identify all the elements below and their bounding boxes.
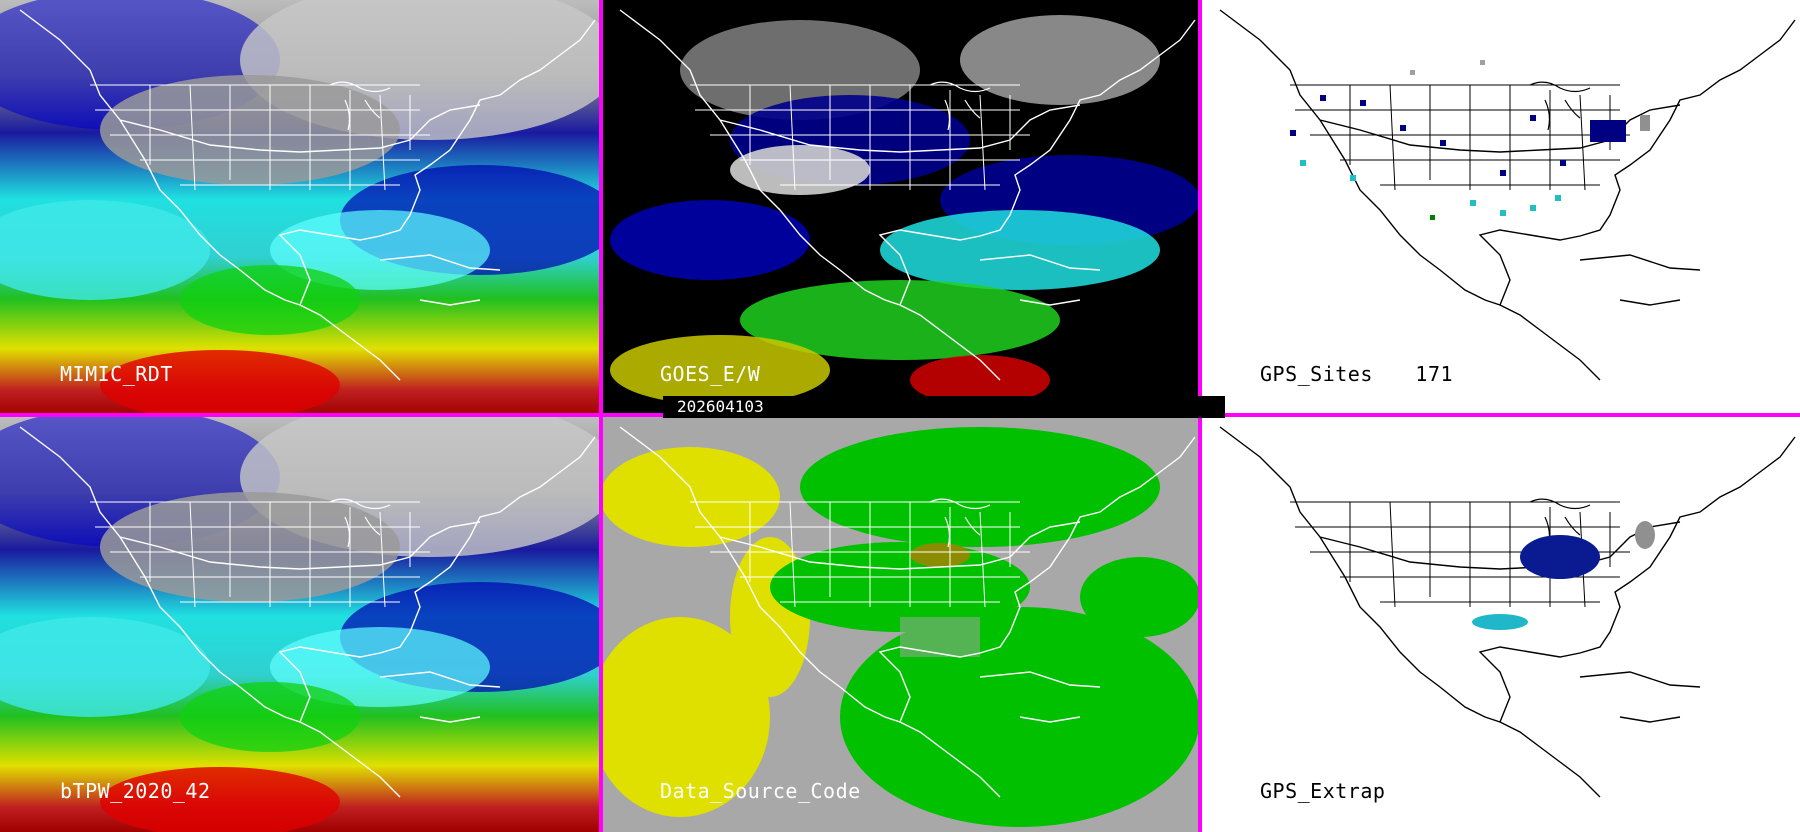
- gps-site-cluster: [1590, 120, 1626, 142]
- gps-site-marker: [1640, 115, 1650, 131]
- gps-extrap-moisture-region: [1635, 521, 1655, 549]
- gps-site-marker: [1410, 70, 1415, 75]
- panel-label-gps-sites: GPS_Sites 171: [1260, 362, 1453, 386]
- gps-sites-panel: GPS_Sites 171: [1200, 0, 1800, 415]
- data-source-code-panel: Data_Source_Code: [600, 417, 1200, 832]
- data-source-code-map: [600, 417, 1200, 832]
- goes-ew-map: [600, 0, 1200, 415]
- gps-sites-map: [1219, 9, 1796, 381]
- panel-label-data-source-code: Data_Source_Code: [660, 779, 861, 803]
- gps-site-marker: [1530, 115, 1536, 121]
- gps-sites-label: GPS_Sites: [1260, 362, 1373, 386]
- gps-site-markers: [1290, 60, 1650, 220]
- gps-site-marker: [1500, 170, 1506, 176]
- timestamp-bar: 202604103: [663, 396, 1225, 418]
- btpw-map: [0, 417, 600, 832]
- mimic-rdt-map: [0, 0, 600, 415]
- gps-sites-count: 171: [1415, 362, 1454, 386]
- panel-label-mimic-rdt: MIMIC_RDT: [60, 362, 173, 386]
- gps-site-marker: [1500, 210, 1506, 216]
- gps-extrap-panel: GPS_Extrap: [1200, 417, 1800, 832]
- gps-site-marker: [1350, 175, 1356, 181]
- gps-extrap-map: [1219, 426, 1796, 798]
- gps-extrap-moisture-region: [1472, 614, 1528, 630]
- goes-ew-panel: GOES_E/W: [600, 0, 1200, 415]
- gps-site-marker: [1290, 130, 1296, 136]
- gps-site-marker: [1440, 140, 1446, 146]
- gps-site-marker: [1555, 195, 1561, 201]
- gps-site-marker: [1400, 125, 1406, 131]
- gps-site-marker: [1430, 215, 1435, 220]
- gps-site-marker: [1320, 95, 1326, 101]
- timestamp-text: 202604103: [677, 397, 764, 416]
- panel-label-goes-ew: GOES_E/W: [660, 362, 761, 386]
- panel-label-btpw: bTPW_2020_42: [60, 779, 211, 803]
- gps-site-marker: [1360, 100, 1366, 106]
- mimic-rdt-panel: MIMIC_RDT: [0, 0, 600, 415]
- btpw-panel: bTPW_2020_42: [0, 417, 600, 832]
- gps-site-marker: [1560, 160, 1566, 166]
- panel-label-gps-extrap: GPS_Extrap: [1260, 779, 1386, 803]
- gps-site-marker: [1470, 200, 1476, 206]
- gps-site-marker: [1530, 205, 1536, 211]
- gps-site-marker: [1300, 160, 1306, 166]
- gps-site-marker: [1480, 60, 1485, 65]
- gps-extrap-moisture-region: [1520, 535, 1600, 579]
